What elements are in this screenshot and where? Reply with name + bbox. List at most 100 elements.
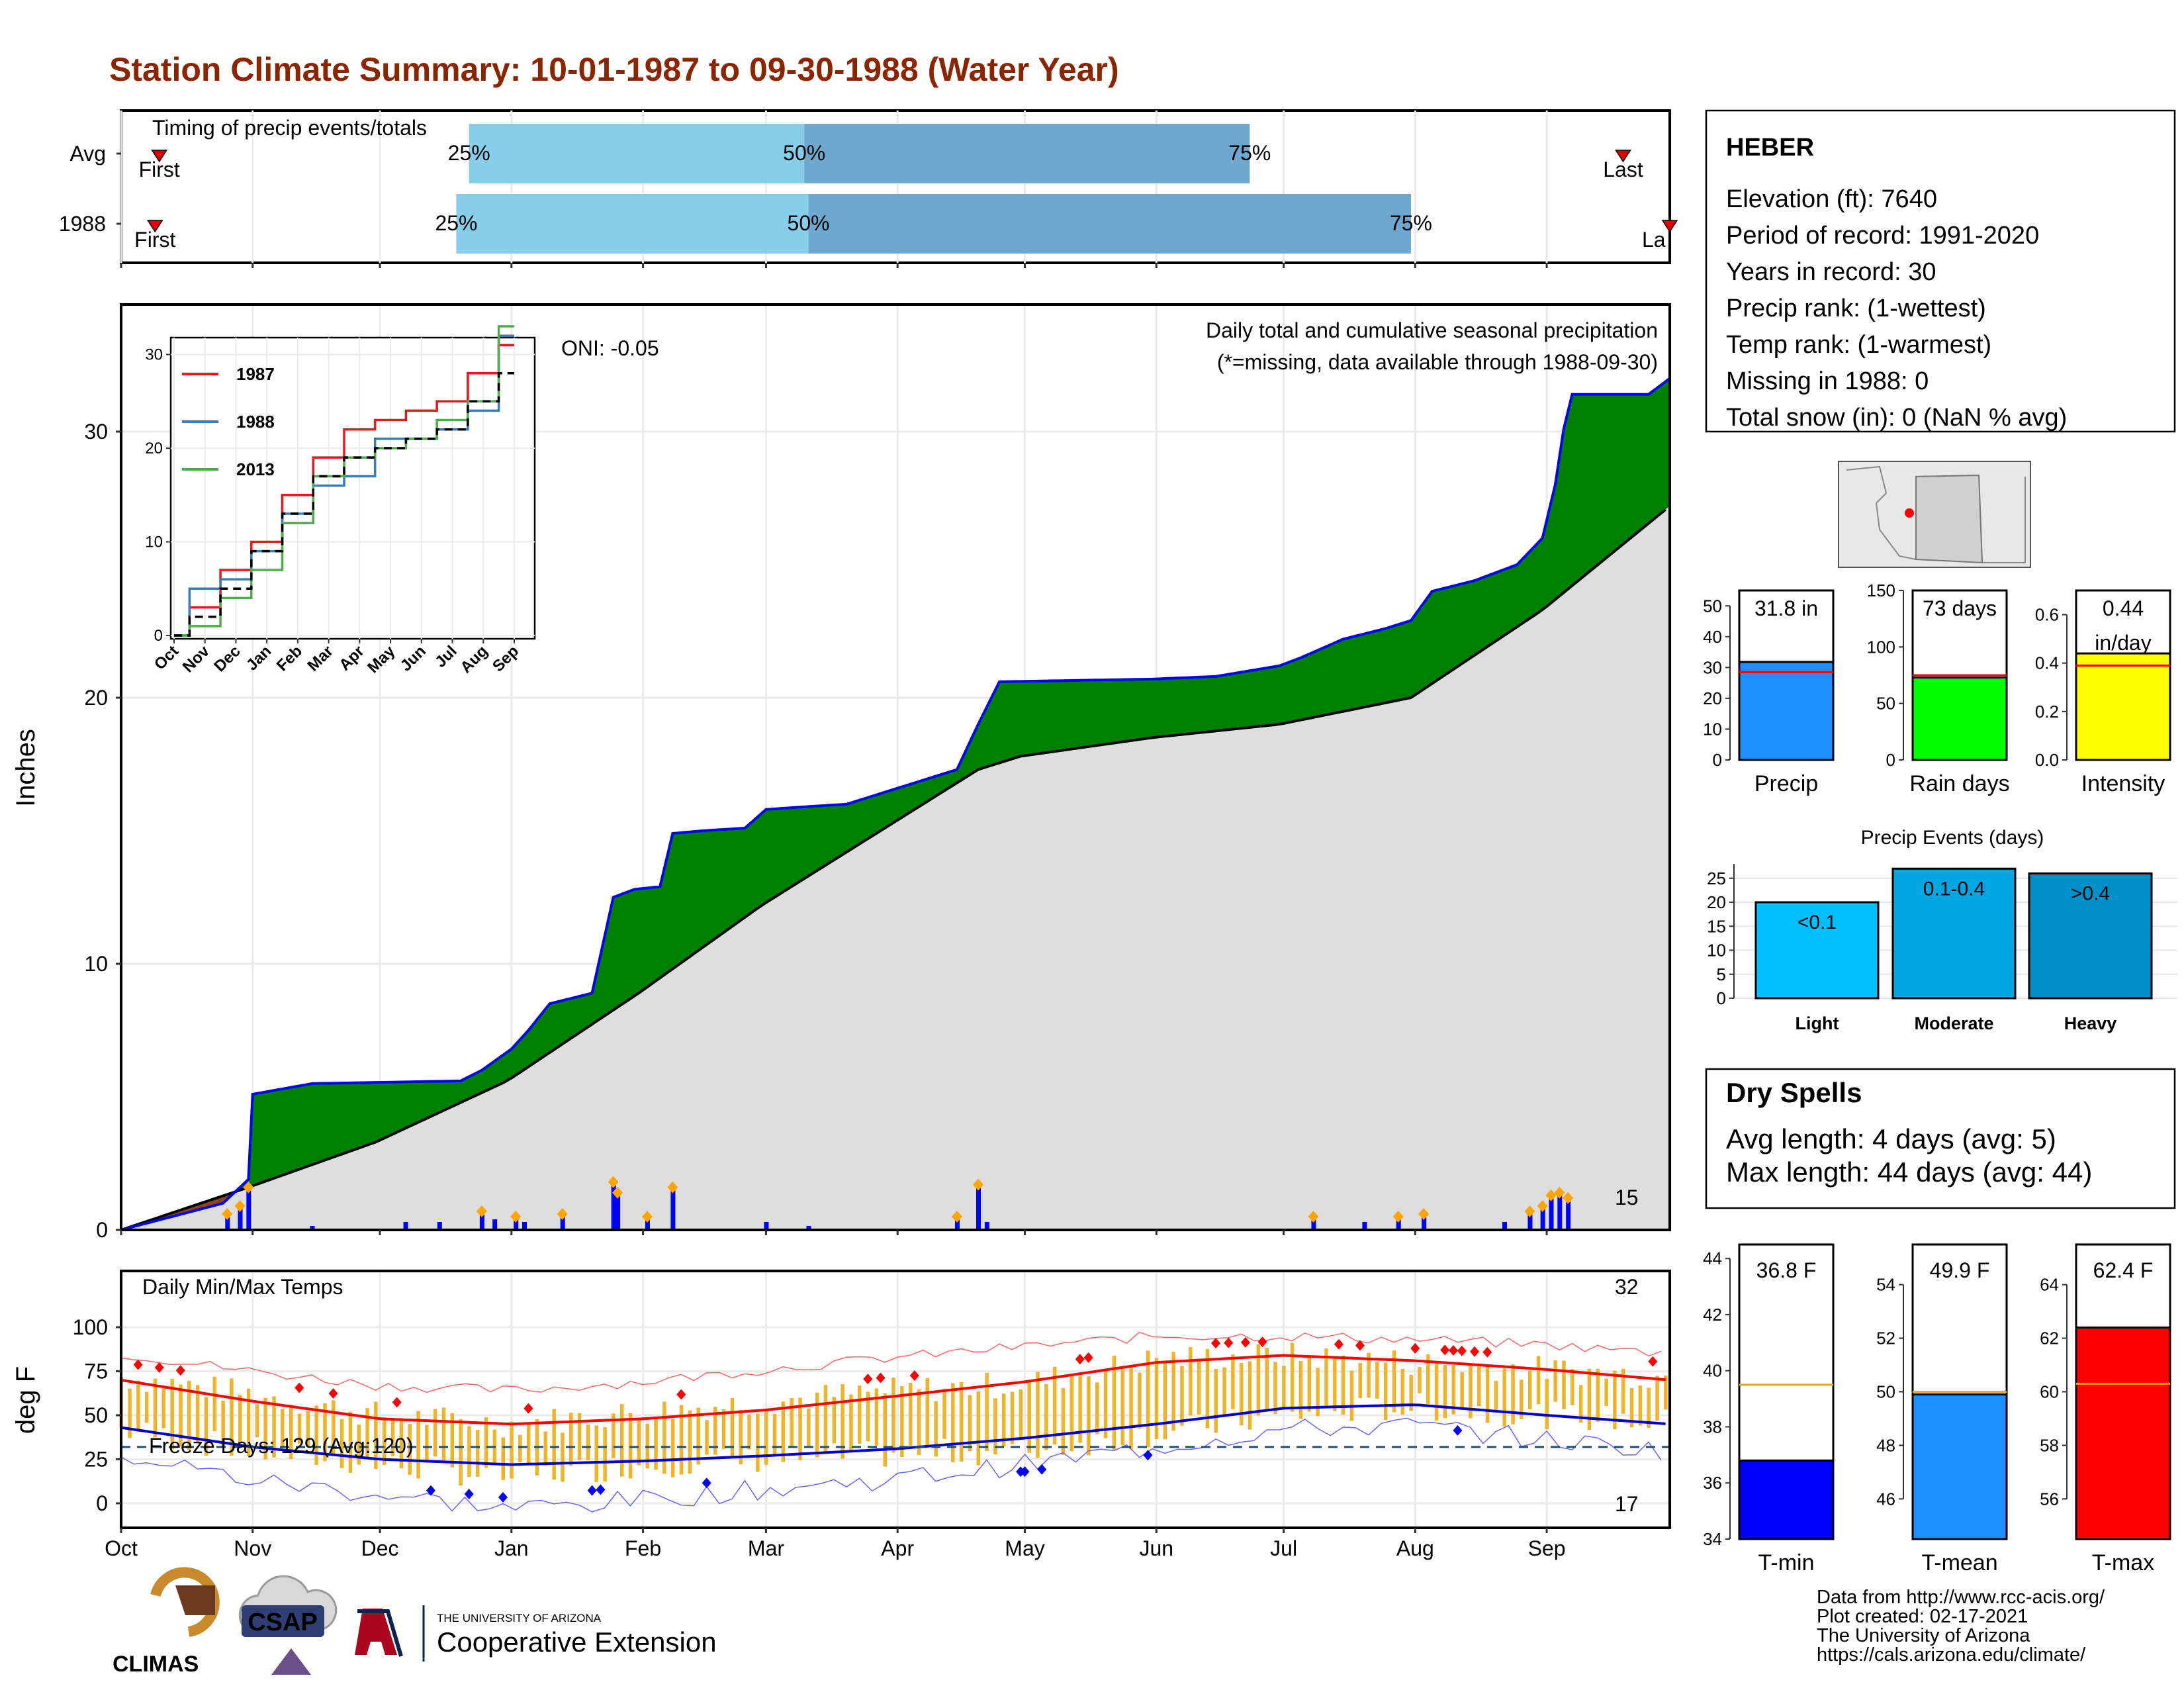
daily-temp-range-bar (1562, 1360, 1566, 1409)
climas-shape (175, 1585, 215, 1615)
temp-summary-tick-label: 34 (1703, 1529, 1722, 1549)
daily-temp-range-bar (1596, 1368, 1600, 1422)
daily-temp-range-bar (230, 1378, 234, 1456)
month-label: Oct (105, 1536, 138, 1560)
info-years: Years in record: 30 (1726, 258, 1936, 286)
daily-precip-bar (1549, 1195, 1554, 1230)
credits: Data from http://www.rcc-acis.org/ Plot … (1817, 1587, 2105, 1665)
daily-temp-range-bar (959, 1382, 964, 1462)
daily-temp-range-bar (807, 1408, 811, 1446)
daily-temp-range-bar (832, 1397, 837, 1444)
daily-temp-range-bar (1001, 1393, 1006, 1447)
daily-temp-range-bar (670, 1419, 675, 1477)
inset-series-line (174, 344, 514, 637)
temp-summary-bar (1911, 1393, 2008, 1540)
info-missing: Missing in 1988: 0 (1726, 367, 1929, 395)
summary-bar (2075, 652, 2171, 761)
daily-temp-range-bar (1383, 1362, 1388, 1421)
hot-extreme-marker (295, 1382, 304, 1393)
state-borders (1846, 465, 2026, 563)
temp-y-axis: 0 25 50 75 100 (73, 1315, 121, 1515)
daily-temp-range-bar (1409, 1374, 1413, 1411)
hot-extreme-marker (1334, 1338, 1343, 1350)
last-event-marker (1661, 220, 1678, 233)
timing-p25-label: 25% (448, 141, 490, 165)
daily-temp-range-bar (365, 1408, 369, 1460)
daily-temp-range-bar (637, 1418, 641, 1466)
daily-temp-range-bar (1604, 1378, 1608, 1407)
daily-precip-bar (976, 1184, 981, 1230)
daily-temp-range-bar (526, 1423, 531, 1465)
precip-y-axis: 0 10 20 30 (84, 420, 121, 1242)
temp-summary-name-label: T-min (1758, 1550, 1815, 1575)
daily-temp-range-bar (1019, 1389, 1023, 1440)
dry-spells-box: Dry Spells Avg length: 4 days (avg: 5) M… (1705, 1068, 2176, 1209)
daily-temp-range-bar (1629, 1387, 1634, 1428)
daily-precip-bar (954, 1216, 960, 1230)
temp-y-tick-label: 25 (84, 1448, 108, 1472)
csap-logo: CSAP (238, 1575, 338, 1675)
daily-precip-bar (645, 1216, 650, 1230)
temp-summary-tick-label: 60 (2040, 1382, 2059, 1402)
daily-temp-range-bar (739, 1409, 743, 1465)
summary-value-label: 0.44 (2103, 596, 2144, 620)
daily-temp-range-bar (204, 1397, 208, 1456)
daily-precip-bar (1540, 1205, 1545, 1230)
hot-extreme-marker (175, 1365, 185, 1376)
freeze-days-label: Freeze Days: 129 (Avg:120) (149, 1434, 414, 1458)
temp-summary-name-label: T-max (2092, 1550, 2154, 1575)
cold-extreme-marker (596, 1484, 606, 1495)
daily-precip-bar (238, 1205, 243, 1230)
temp-summary-tick-label: 38 (1703, 1417, 1722, 1436)
info-period: Period of record: 1991-2020 (1726, 222, 2039, 250)
summary-value-label: 73 days (1923, 596, 1997, 620)
hot-extreme-count: 32 (1615, 1275, 1639, 1299)
daily-temp-range-bar (569, 1413, 573, 1466)
credit-line-4: https://cals.arizona.edu/climate/ (1817, 1644, 2086, 1665)
daily-precip-bar (514, 1216, 519, 1230)
temp-summary-tick-label: 58 (2040, 1435, 2059, 1455)
daily-temp-range-bar (1256, 1344, 1261, 1416)
extreme-precip-marker (1545, 1189, 1557, 1201)
hot-extreme-marker (1440, 1344, 1450, 1356)
cold-extreme-marker (464, 1489, 474, 1500)
daily-temp-range-bar (1434, 1362, 1439, 1421)
daily-temp-range-bar (289, 1404, 293, 1459)
hot-extreme-marker (1648, 1356, 1658, 1367)
summary-tick-label: 10 (1703, 719, 1722, 739)
daily-temp-range-bar (688, 1410, 692, 1474)
daily-temp-range-bar (1664, 1375, 1668, 1410)
daily-precip-bar (984, 1221, 989, 1230)
daily-temp-range-bar (1621, 1368, 1625, 1414)
dry-spells-title: Dry Spells (1726, 1077, 1862, 1108)
daily-temp-range-bar (1290, 1342, 1295, 1412)
summary-tick-label: 0.4 (2035, 653, 2059, 673)
daily-temp-range-bar (781, 1401, 786, 1462)
normal-max-line (120, 1354, 1666, 1426)
events-bars: 0 5 10 15 20 25 <0.1 Light 0.1-0.4 Moderate >0.4 He… (1707, 864, 2177, 1033)
climas-swirl (150, 1567, 220, 1637)
extension-text: Cooperative Extension (437, 1626, 717, 1658)
daily-temp-range-bar (841, 1384, 844, 1459)
daily-temp-range-bar (586, 1424, 590, 1461)
daily-temp-range-bar (1358, 1362, 1362, 1399)
missing-note: (*=missing, data available through 1988-… (1217, 350, 1658, 374)
precip-frame (120, 303, 1671, 1231)
month-label: Aug (1396, 1536, 1434, 1560)
summary-tick-label: 50 (1876, 694, 1895, 714)
daily-temp-range-bar (1180, 1366, 1184, 1426)
daily-temp-range-bar (161, 1388, 166, 1429)
summary-tick-label: 150 (1867, 581, 1895, 600)
summary-tick-label: 100 (1867, 637, 1895, 657)
cold-extreme-marker (702, 1477, 711, 1489)
summary-tick-label: 40 (1703, 627, 1722, 647)
extreme-precip-marker (510, 1210, 522, 1223)
daily-temp-range-bar (883, 1393, 887, 1467)
daily-temp-range-bar (1138, 1372, 1142, 1429)
temp-summary-tick-label: 56 (2040, 1489, 2059, 1509)
summary-tick-label: 50 (1703, 596, 1722, 616)
daily-temp-range-bar (484, 1417, 488, 1468)
daily-temp-range-bar (917, 1389, 921, 1456)
daily-temp-range-bar (246, 1388, 251, 1456)
daily-temp-range-bar (1485, 1366, 1490, 1423)
